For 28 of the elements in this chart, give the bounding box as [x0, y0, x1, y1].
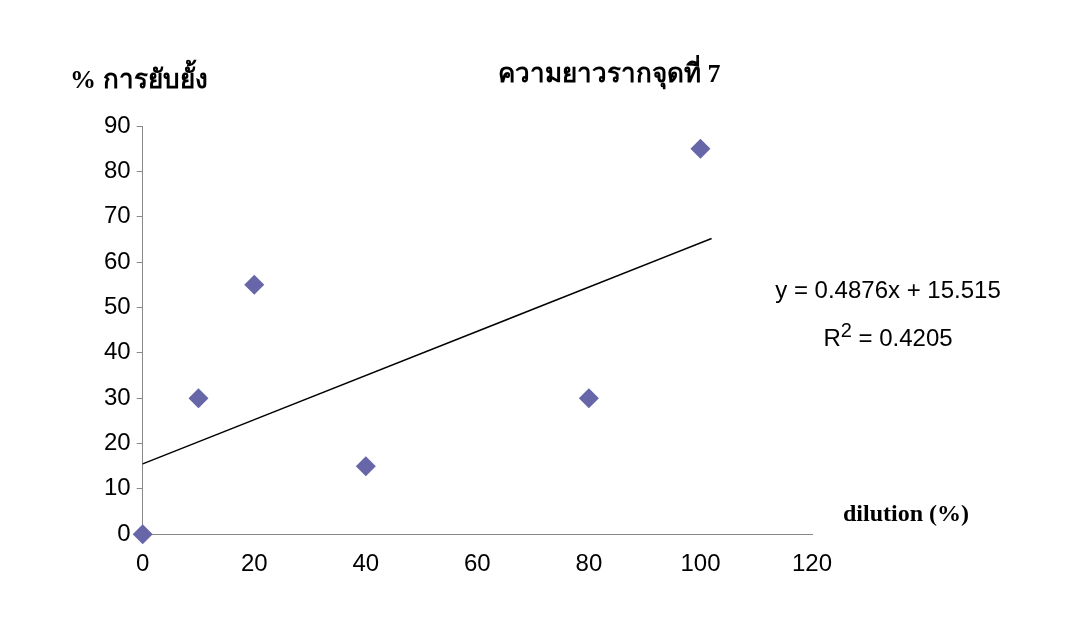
y-tick-label: 40: [103, 337, 131, 365]
point: [690, 138, 711, 159]
x-tick-label: 20: [240, 549, 268, 577]
point: [244, 274, 265, 295]
chart-title: ความยาวรากจุดที่ 7: [498, 54, 721, 92]
y-tick-label: 90: [103, 110, 131, 138]
y-tick-label: 30: [103, 382, 131, 410]
x-axis-title: dilution (%): [843, 500, 970, 527]
y-tick-label: 20: [103, 428, 131, 456]
y-tick-label: 0: [117, 518, 131, 546]
point: [578, 388, 599, 409]
y-axis-title: % การยับยั้ง: [70, 58, 208, 96]
x-tick-label: 100: [680, 549, 721, 577]
y-tick-label: 10: [103, 473, 131, 501]
x-tick-label: 80: [575, 549, 603, 577]
x-tick-label: 0: [136, 549, 150, 577]
x-tick-label: 60: [464, 549, 491, 577]
y-tick-label: 80: [103, 155, 131, 183]
y-tick-label: 50: [103, 292, 131, 320]
y-tick-label: 70: [103, 201, 131, 229]
point: [355, 456, 376, 477]
annotation: y = 0.4876x + 15.515: [774, 275, 1002, 305]
text: R$^{2}$ = 0.4205: [822, 318, 954, 353]
y-tick-label: 60: [103, 246, 131, 274]
point: [188, 388, 209, 409]
point: [132, 524, 153, 545]
x-tick-label: 40: [352, 549, 380, 577]
x-tick-label: 120: [791, 549, 833, 577]
